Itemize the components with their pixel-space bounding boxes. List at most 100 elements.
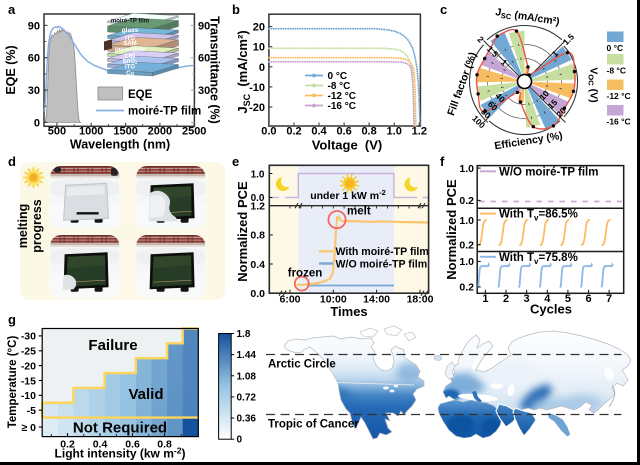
svg-text:500: 500 [48, 126, 66, 138]
svg-text:EQE (%): EQE (%) [4, 45, 18, 94]
svg-text:-10: -10 [249, 82, 265, 94]
svg-text:Arctic Circle: Arctic Circle [268, 359, 336, 371]
svg-text:1.08: 1.08 [237, 371, 257, 382]
svg-text:7: 7 [606, 293, 612, 305]
svg-text:0.2: 0.2 [459, 282, 474, 294]
svg-text:JSC (mA/cm²): JSC (mA/cm²) [235, 30, 252, 113]
svg-text:30: 30 [28, 85, 40, 97]
svg-text:With Tv=75.8%: With Tv=75.8% [499, 252, 578, 266]
svg-text:Cycles: Cycles [530, 302, 572, 317]
svg-text:SnO2: SnO2 [123, 59, 138, 65]
svg-text:Times: Times [330, 304, 367, 319]
svg-text:5: 5 [565, 293, 571, 305]
svg-text:4: 4 [544, 293, 551, 305]
svg-text:0: 0 [34, 117, 40, 129]
svg-text:moiré-TP film: moiré-TP film [111, 19, 149, 25]
svg-text:0.36: 0.36 [237, 414, 257, 425]
svg-text:0.4: 0.4 [250, 259, 265, 271]
svg-text:VOC (V): VOC (V) [587, 67, 600, 102]
svg-text:0.72: 0.72 [237, 392, 257, 403]
svg-text:0 °C: 0 °C [328, 71, 348, 82]
svg-text:1: 1 [482, 293, 488, 305]
svg-text:EQE: EQE [128, 89, 153, 101]
svg-text:0: 0 [259, 62, 265, 74]
svg-text:0.2: 0.2 [286, 126, 301, 138]
svg-text:1.0: 1.0 [251, 170, 265, 181]
svg-text:0.8: 0.8 [250, 230, 265, 242]
svg-text:under 1 kW m-2: under 1 kW m-2 [310, 188, 386, 202]
svg-text:90: 90 [198, 20, 210, 32]
svg-text:0.0: 0.0 [261, 126, 276, 138]
svg-text:Wavelength (nm): Wavelength (nm) [70, 138, 170, 152]
svg-text:Voltage (V): Voltage (V) [312, 138, 383, 153]
svg-text:90: 90 [28, 20, 40, 32]
svg-text:-12 °C: -12 °C [607, 91, 631, 101]
svg-text:0.8: 0.8 [361, 126, 376, 138]
svg-text:1.0: 1.0 [459, 256, 474, 268]
svg-text:Light intensity (kw m-2): Light intensity (kw m-2) [55, 446, 186, 461]
svg-text:With moiré-TP film: With moiré-TP film [336, 246, 429, 258]
svg-text:0.0: 0.0 [250, 288, 265, 300]
svg-text:0 °C: 0 °C [607, 43, 624, 53]
svg-text:W/O moiré-TP film: W/O moiré-TP film [336, 258, 428, 270]
svg-text:With Tv=86.5%: With Tv=86.5% [499, 209, 578, 223]
svg-text:10:00: 10:00 [320, 294, 347, 306]
svg-text:progress: progress [30, 199, 44, 253]
svg-text:2: 2 [503, 293, 509, 305]
svg-text:6: 6 [585, 293, 591, 305]
svg-text:ITO: ITO [125, 36, 135, 42]
svg-text:0.6: 0.6 [125, 439, 140, 451]
svg-text:Cu: Cu [126, 71, 134, 77]
svg-text:0.8: 0.8 [157, 439, 172, 451]
svg-text:≥ 0: ≥ 0 [21, 422, 36, 434]
svg-text:C60: C60 [124, 54, 136, 60]
svg-text:Not Required: Not Required [73, 420, 167, 437]
svg-text:0.4: 0.4 [311, 126, 327, 138]
svg-text:2500: 2500 [182, 126, 206, 138]
svg-text:2000: 2000 [148, 126, 172, 138]
svg-text:-20: -20 [249, 102, 265, 114]
svg-text:-12 °C: -12 °C [328, 91, 356, 102]
svg-text:Tropic of Cancer: Tropic of Cancer [268, 419, 359, 431]
svg-text:20: 20 [253, 22, 265, 34]
svg-text:Temperature (°C): Temperature (°C) [7, 336, 19, 429]
svg-text:1: 1 [499, 57, 510, 68]
svg-text:ITO: ITO [125, 65, 135, 71]
svg-text:e: e [232, 154, 239, 169]
svg-text:-8 °C: -8 °C [328, 81, 351, 92]
svg-text:-15: -15 [21, 375, 36, 387]
svg-text:0.2: 0.2 [459, 240, 474, 252]
svg-text:1000: 1000 [79, 126, 103, 138]
svg-text:1500: 1500 [113, 126, 137, 138]
svg-text:Failure: Failure [88, 337, 137, 354]
svg-text:melting: melting [16, 204, 30, 248]
svg-text:moiré-TP film: moiré-TP film [128, 106, 201, 118]
svg-text:0: 0 [237, 435, 243, 446]
svg-text:18:00: 18:00 [407, 294, 434, 306]
svg-text:-25: -25 [21, 346, 36, 358]
svg-text:-5: -5 [27, 405, 36, 417]
svg-text:1.8: 1.8 [237, 329, 251, 340]
svg-text:30: 30 [198, 85, 210, 97]
svg-text:1: 1 [550, 48, 561, 59]
svg-text:60: 60 [28, 53, 40, 65]
svg-text:1.44: 1.44 [237, 350, 257, 361]
svg-text:Normalized PCE: Normalized PCE [235, 181, 250, 282]
svg-text:-20: -20 [21, 360, 36, 372]
svg-text:Normalized PCE: Normalized PCE [444, 179, 459, 280]
svg-text:14:00: 14:00 [363, 294, 390, 306]
svg-text:g: g [8, 312, 16, 327]
svg-text:b: b [232, 2, 240, 17]
svg-text:frozen: frozen [288, 268, 323, 280]
svg-text:6:00: 6:00 [279, 294, 300, 306]
svg-text:1.0: 1.0 [459, 215, 474, 227]
svg-text:-8 °C: -8 °C [607, 66, 626, 76]
svg-text:0.2: 0.2 [459, 195, 474, 207]
svg-text:glass: glass [122, 27, 139, 34]
svg-text:-30: -30 [21, 331, 36, 343]
svg-text:1.2: 1.2 [250, 201, 265, 213]
svg-text:0.2: 0.2 [60, 439, 75, 451]
svg-text:perovskite: perovskite [115, 47, 146, 53]
svg-text:1.2: 1.2 [412, 126, 427, 138]
svg-text:-16 °C: -16 °C [328, 101, 356, 112]
